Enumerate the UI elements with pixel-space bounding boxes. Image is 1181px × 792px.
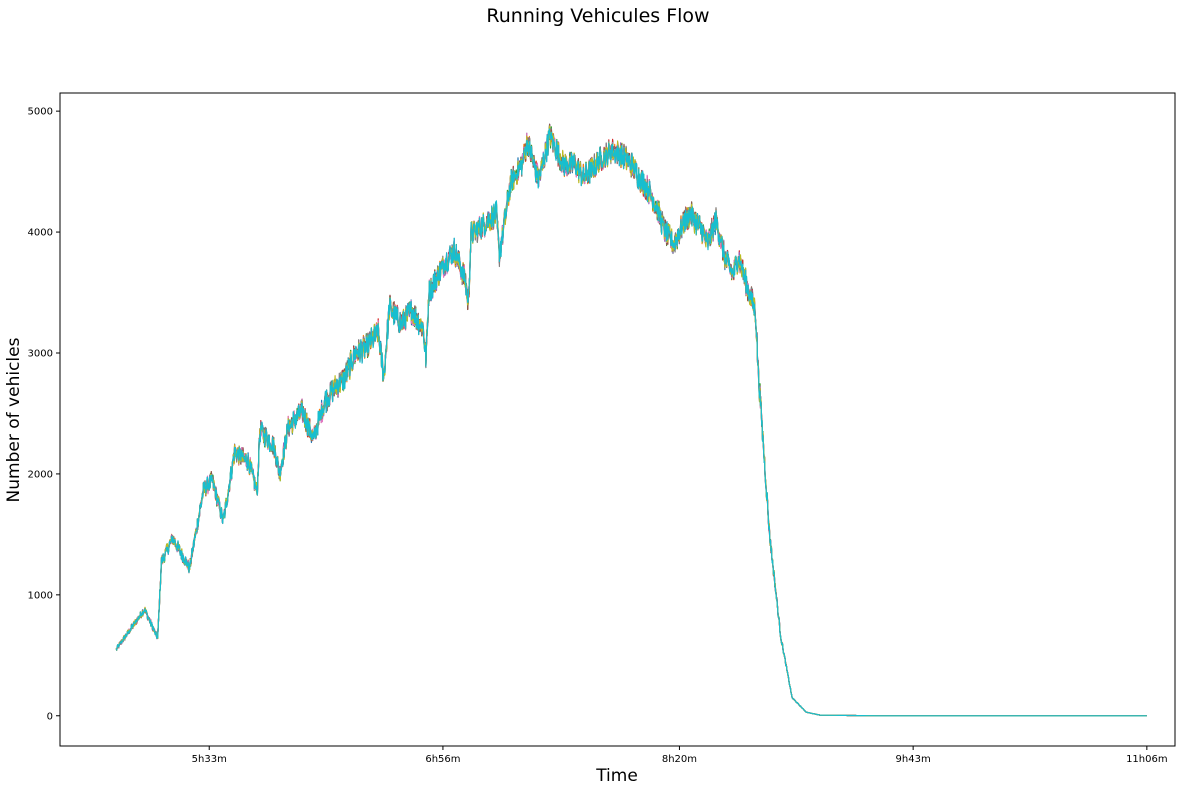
- series-line: [116, 128, 1147, 717]
- y-tick-label: 4000: [28, 228, 53, 239]
- y-tick-label: 3000: [28, 348, 53, 359]
- series-line: [115, 123, 1147, 717]
- plot-area-frame: [59, 92, 1176, 747]
- series-line: [115, 128, 1147, 717]
- x-tick-label: 11h06m: [1126, 754, 1168, 765]
- y-tick-label: 2000: [28, 469, 53, 480]
- chart-title: Running Vehicules Flow: [486, 5, 709, 27]
- series-line: [115, 125, 1147, 717]
- series-line: [115, 128, 1147, 717]
- y-tick-label: 1000: [28, 590, 53, 601]
- x-tick-label: 5h33m: [192, 754, 227, 765]
- x-axis-ticks: 5h33m 6h56m 8h20m 9h43m 11h06m: [192, 746, 1168, 765]
- x-axis-title: Time: [595, 766, 638, 786]
- y-axis-title: Number of vehicles: [4, 337, 24, 502]
- series-line: [115, 126, 1147, 717]
- series-line: [115, 126, 1147, 717]
- y-axis-ticks: 0 1000 2000 3000 4000 5000: [28, 107, 60, 722]
- series-line: [115, 123, 1147, 717]
- series-line: [115, 125, 1147, 717]
- y-tick-label: 5000: [28, 107, 53, 118]
- x-tick-label: 8h20m: [662, 754, 697, 765]
- series-line: [115, 123, 1147, 717]
- plot-lines: [115, 123, 1147, 717]
- x-tick-label: 6h56m: [425, 754, 460, 765]
- y-tick-label: 0: [47, 711, 53, 722]
- x-tick-label: 9h43m: [896, 754, 931, 765]
